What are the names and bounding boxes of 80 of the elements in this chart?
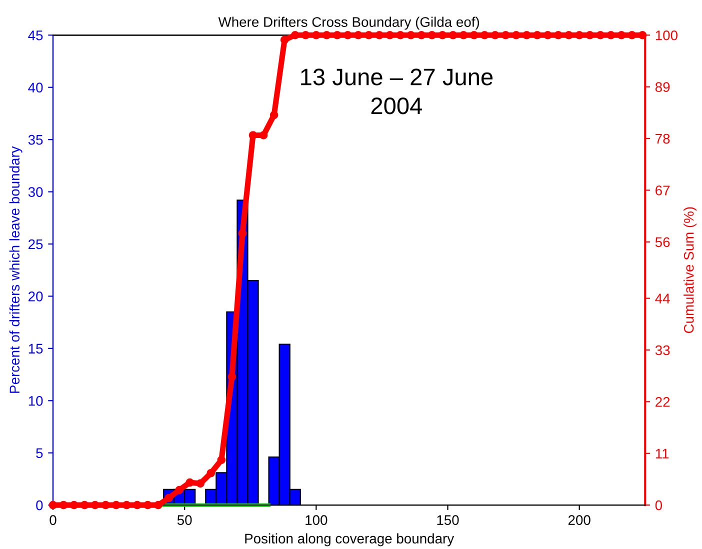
point (364, 30, 373, 40)
y2-tick-label: 56 (655, 237, 670, 248)
y2-tick-label: 22 (656, 397, 670, 407)
y-tick-label: 20 (28, 292, 43, 302)
x-tick-label: 50 (177, 515, 192, 526)
annotation: 13 June – 27 June 2004 (301, 68, 493, 114)
point (301, 30, 310, 40)
point (586, 30, 594, 40)
y2-tick-label: 11 (656, 448, 669, 458)
point (396, 30, 405, 40)
y2-tick-label: 33 (655, 345, 670, 356)
point (512, 30, 520, 40)
point (490, 30, 500, 40)
point (470, 30, 478, 40)
x-tick-label: 100 (306, 515, 328, 526)
x-tick-label: 200 (568, 515, 590, 526)
point (238, 229, 247, 238)
point (501, 30, 510, 40)
point (386, 30, 394, 40)
point (196, 479, 205, 488)
point (133, 500, 142, 510)
point (154, 500, 162, 510)
point (217, 456, 226, 464)
point (428, 30, 436, 40)
chart-title: Where Drifters Cross Boundary (Gilda eof) (218, 16, 480, 30)
y2-tick-label: 89 (655, 82, 670, 92)
point (344, 30, 352, 40)
point (290, 30, 300, 40)
point (375, 30, 384, 40)
point (333, 30, 342, 40)
point (459, 30, 468, 40)
y-tick-label: 30 (28, 187, 43, 197)
y2-axis-title: Cumulative Sum (%) (684, 207, 697, 334)
point (144, 500, 152, 510)
y-tick-label: 35 (28, 134, 43, 145)
y2-tick-label: 100 (656, 30, 678, 40)
x-tick-label: 0 (50, 515, 56, 526)
point (638, 30, 647, 40)
point (80, 500, 89, 510)
point (533, 30, 542, 40)
point (312, 30, 320, 40)
y-tick-label: 15 (28, 344, 43, 354)
point (59, 500, 68, 510)
point (554, 30, 562, 40)
x-tick-label: 150 (437, 515, 459, 526)
y2-tick-label: 67 (656, 186, 670, 196)
y-tick-label: 0 (36, 500, 43, 510)
point (70, 500, 78, 510)
point (175, 486, 184, 494)
x-axis-title: Position along coverage boundary (245, 533, 454, 546)
y2-tick-label: 78 (656, 134, 670, 144)
point (564, 30, 573, 40)
point (322, 30, 331, 40)
y-tick-label: 5 (36, 448, 43, 458)
point (606, 30, 616, 40)
point (628, 30, 636, 40)
point (617, 30, 626, 40)
point (522, 30, 531, 40)
point (480, 30, 489, 40)
point (544, 30, 552, 40)
point (406, 30, 416, 40)
y-tick-label: 40 (28, 82, 43, 93)
y-tick-label: 45 (28, 30, 43, 40)
point (228, 372, 236, 381)
point (186, 478, 194, 487)
y2-tick-label: 44 (655, 294, 670, 304)
point (122, 500, 131, 510)
y-tick-label: 25 (28, 239, 43, 250)
y2-tick-label: 0 (655, 500, 662, 510)
point (280, 36, 289, 44)
point (417, 30, 426, 40)
y-axis-title: Percent of drifters which leave boundary (9, 146, 22, 393)
point (354, 30, 362, 40)
y-tick-label: 10 (28, 396, 43, 406)
point (248, 131, 258, 140)
point (206, 468, 216, 478)
point (448, 30, 458, 40)
point (270, 110, 278, 120)
point (438, 30, 447, 40)
point (596, 30, 605, 40)
